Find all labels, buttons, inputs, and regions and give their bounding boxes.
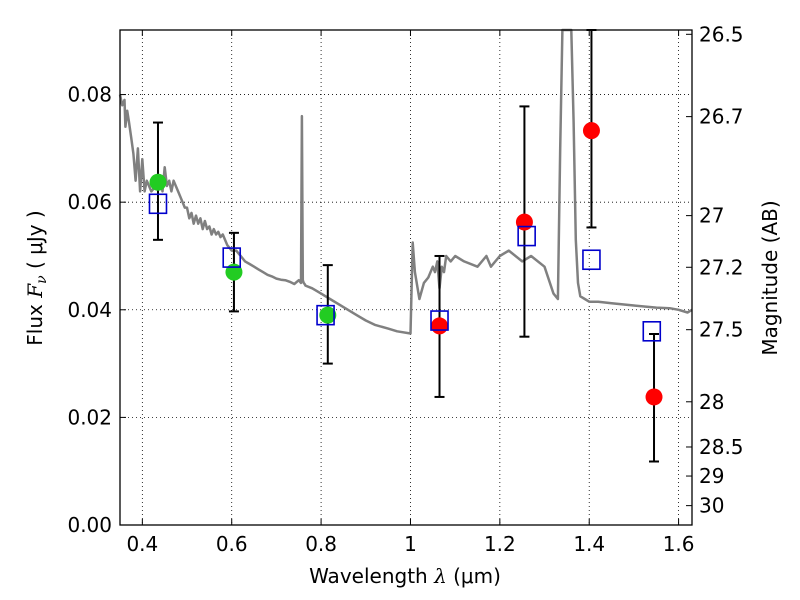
y2-tick-label: 27.5 <box>699 318 744 342</box>
ticks-layer: 0.4 0.6 0.8 1 1.2 1.4 1.6 0.00 0.02 0.04 0.06 0.08 2… <box>67 22 743 556</box>
x-axis-label-units: (μm) <box>447 564 501 588</box>
model-flux-marker <box>517 225 536 247</box>
points-layer <box>148 122 663 406</box>
y-axis-label-subscript: ν <box>34 275 50 284</box>
model-flux-marker <box>316 304 335 326</box>
y2-tick-label: 28 <box>699 390 724 414</box>
y-tick-label: 0.04 <box>67 298 112 322</box>
x-axis-label: Wavelength λ (μm) <box>309 564 501 588</box>
model-flux-marker <box>642 321 662 342</box>
nir-photometry-point <box>645 388 663 406</box>
x-axis-label-prefix: Wavelength <box>309 564 434 588</box>
y-axis-label-units: ( μJy ) <box>23 210 47 275</box>
x-tick-label: 0.4 <box>126 532 158 556</box>
nir-photometry-point <box>582 122 600 140</box>
y-tick-label: 0.00 <box>67 513 112 537</box>
model-flux-marker <box>430 310 449 331</box>
y2-tick-label: 27 <box>699 204 724 228</box>
x-tick-label: 0.8 <box>305 532 337 556</box>
model-sed-line <box>118 28 693 335</box>
model-flux-marker <box>582 249 601 271</box>
y-tick-label: 0.02 <box>67 405 112 429</box>
x-axis-label-symbol: λ <box>433 564 447 588</box>
optical-photometry-point <box>319 306 337 324</box>
grid-lines <box>120 30 692 525</box>
y2-tick-label: 26.5 <box>699 22 744 46</box>
model-flux-marker <box>148 193 168 215</box>
y2-axis-label: Magnitude (AB) <box>758 200 782 355</box>
y2-tick-label: 30 <box>699 494 724 518</box>
y-tick-label: 0.08 <box>67 83 112 107</box>
model-sed-layer <box>118 28 693 335</box>
y-axis-label: Flux Fν ( μJy ) <box>23 210 50 345</box>
model-flux-marker <box>222 247 242 268</box>
nir-photometry-point <box>431 317 449 335</box>
y-tick-label: 0.06 <box>67 190 112 214</box>
x-tick-label: 0.6 <box>216 532 248 556</box>
x-tick-label: 1 <box>404 532 417 556</box>
y2-tick-label: 27.2 <box>699 255 744 279</box>
x-tick-label: 1.4 <box>573 532 605 556</box>
x-tick-label: 1.2 <box>484 532 516 556</box>
optical-photometry-point <box>149 173 167 191</box>
x-tick-label: 1.6 <box>663 532 695 556</box>
y2-tick-label: 28.5 <box>699 435 744 459</box>
plot-frame <box>119 29 693 526</box>
y2-tick-label: 29 <box>699 464 724 488</box>
y-axis-label-prefix: Flux <box>23 298 47 346</box>
y2-tick-label: 26.7 <box>699 105 744 129</box>
y-axis-label-symbol: F <box>23 283 47 299</box>
